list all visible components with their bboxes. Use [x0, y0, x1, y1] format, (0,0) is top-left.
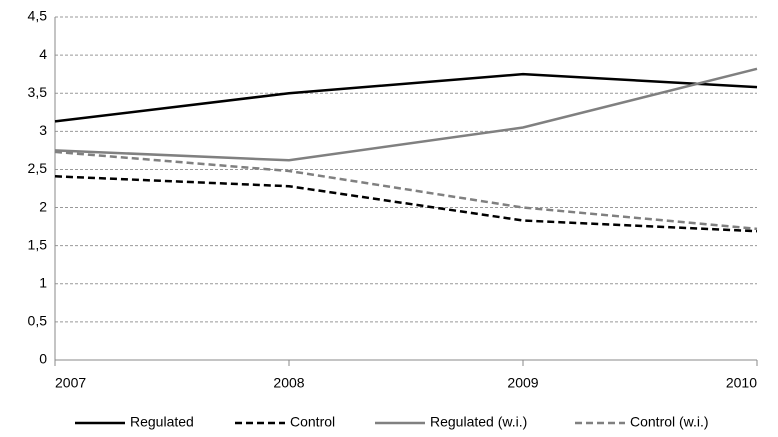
- y-tick-label: 4: [39, 46, 47, 62]
- y-tick-label: 1,5: [28, 236, 48, 252]
- y-tick-label: 1: [39, 274, 47, 290]
- x-tick-label: 2009: [507, 375, 538, 391]
- y-tick-label: 3: [39, 122, 47, 138]
- y-tick-label: 2,5: [28, 160, 48, 176]
- series-line: [54, 150, 758, 231]
- x-tick-label: 2008: [273, 375, 304, 391]
- series-line: [54, 175, 758, 233]
- series-line: [54, 72, 758, 123]
- legend-label: Regulated: [130, 414, 194, 430]
- y-tick-label: 2: [39, 198, 47, 214]
- y-tick-label: 0,5: [28, 313, 48, 329]
- y-tick-label: 0: [39, 351, 47, 367]
- legend-label: Control: [290, 414, 335, 430]
- legend-label: Regulated (w.i.): [430, 414, 527, 430]
- x-tick-label: 2010: [726, 375, 757, 391]
- series-line: [54, 67, 758, 162]
- y-tick-label: 3,5: [28, 84, 48, 100]
- y-tick-label: 4,5: [28, 8, 48, 24]
- legend-label: Control (w.i.): [630, 414, 709, 430]
- x-tick-label: 2007: [55, 375, 86, 391]
